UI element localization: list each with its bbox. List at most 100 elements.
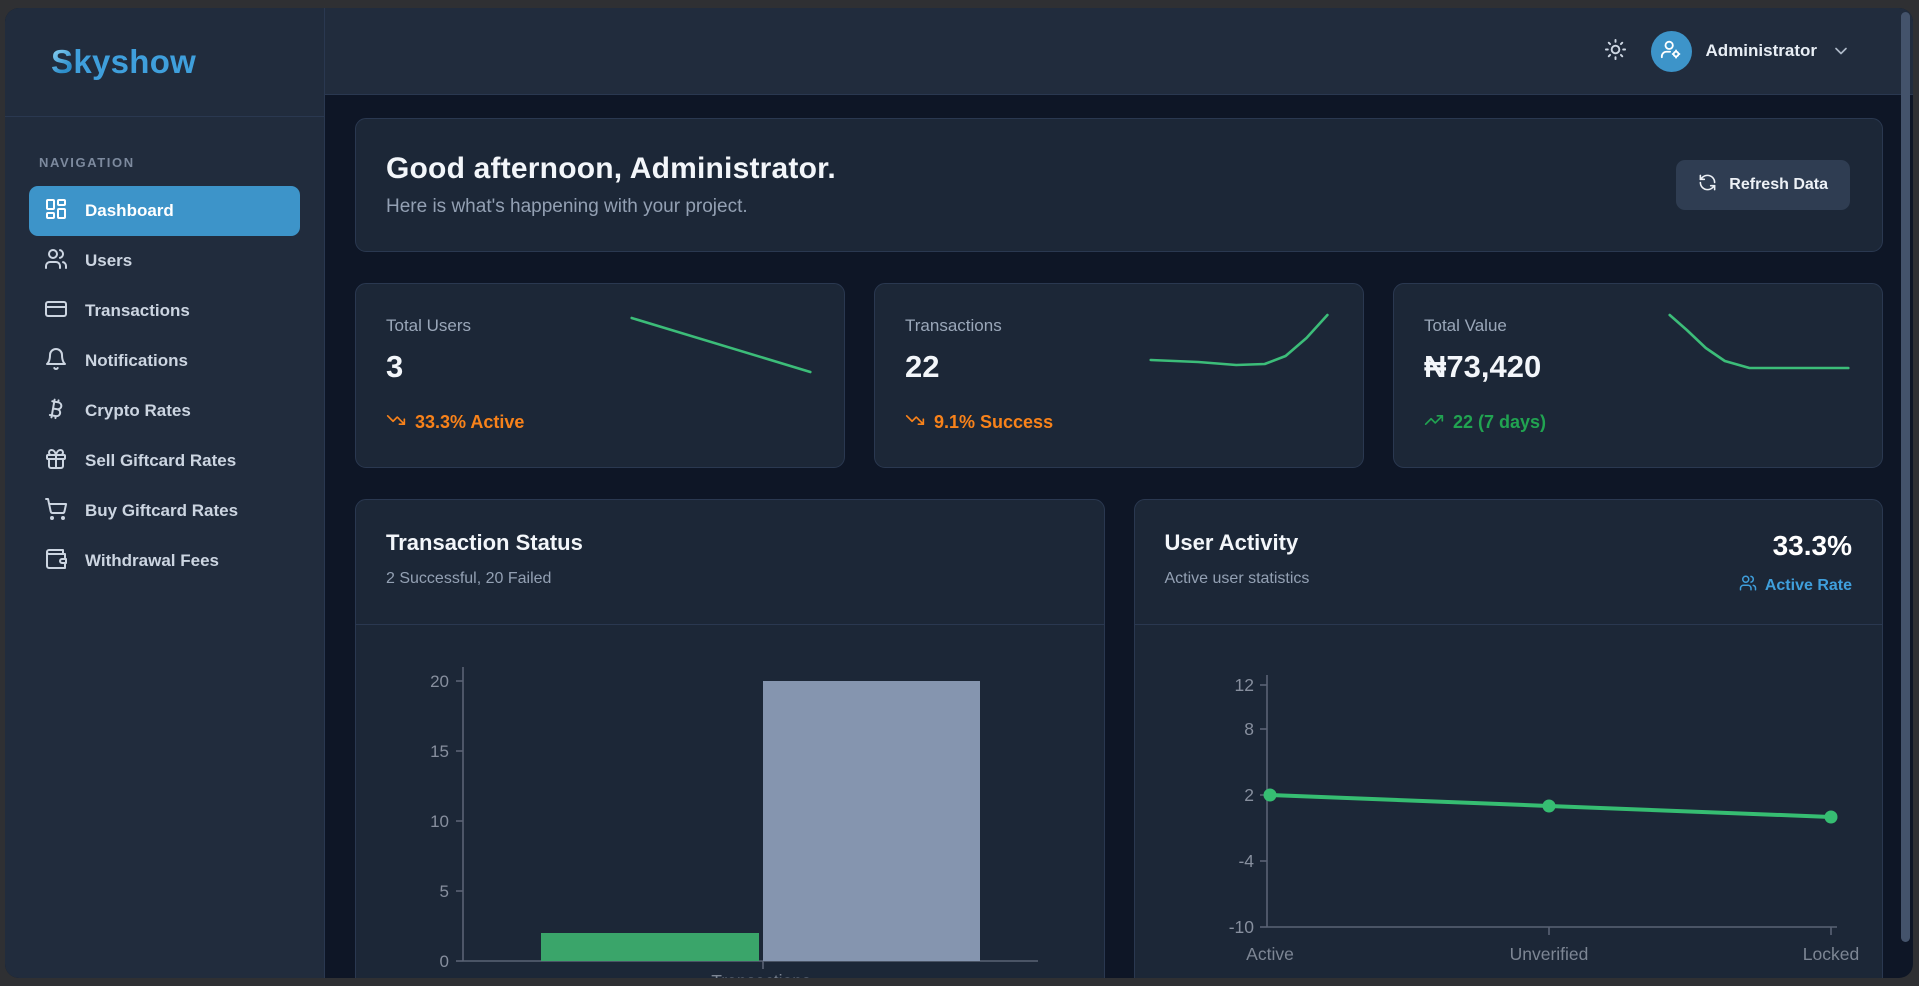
svg-text:Transactions: Transactions <box>711 971 811 978</box>
bar-chart: 0 5 10 15 20 Transactions <box>430 667 1038 978</box>
sidebar-nav: NAVIGATION Dashboard Users Transactions … <box>5 117 324 612</box>
stat-value: 3 <box>386 349 404 384</box>
line-chart-area: 12 8 2 -4 -10 Active Unverified Locked <box>1135 625 1883 978</box>
line-chart: 12 8 2 -4 -10 Active Unverified Locked <box>1228 675 1859 964</box>
sparkline-chart <box>1668 313 1850 370</box>
svg-text:Active: Active <box>1246 944 1294 964</box>
sidebar-item-withdrawal-fees[interactable]: Withdrawal Fees <box>29 536 300 586</box>
chart-header: User Activity Active user statistics 33.… <box>1134 500 1882 625</box>
chart-header-text: User Activity Active user statistics <box>1165 530 1310 624</box>
trending-up-icon <box>1424 410 1444 435</box>
sidebar-item-crypto-rates[interactable]: Crypto Rates <box>29 386 300 436</box>
vertical-scrollbar[interactable] <box>1901 12 1910 942</box>
stat-delta-label: 33.3% Active <box>415 412 525 432</box>
bitcoin-icon <box>44 397 68 426</box>
stat-card-total-value: Total Value ₦73,420 22 (7 days) <box>1393 283 1883 468</box>
chart-subtitle: 2 Successful, 20 Failed <box>386 570 552 587</box>
sidebar-item-buy-giftcard-rates[interactable]: Buy Giftcard Rates <box>29 486 300 536</box>
greeting-text: Good afternoon, Administrator. Here is w… <box>386 152 836 218</box>
svg-text:-4: -4 <box>1238 851 1254 871</box>
chart-headline-block: 33.3% Active Rate <box>1739 530 1852 624</box>
main-column: Administrator Good afternoon, Administra… <box>325 8 1913 978</box>
refresh-icon <box>1698 173 1717 197</box>
svg-text:15: 15 <box>430 742 449 761</box>
credit-card-icon <box>44 297 68 326</box>
transaction-status-card: Transaction Status 2 Successful, 20 Fail… <box>355 499 1105 978</box>
brand-logo[interactable]: Skyshow <box>51 43 196 81</box>
sidebar-item-dashboard[interactable]: Dashboard <box>29 186 300 236</box>
user-cog-icon <box>1660 38 1682 65</box>
svg-text:5: 5 <box>440 882 449 901</box>
stat-delta: 22 (7 days) <box>1424 410 1852 435</box>
nav-section-label: NAVIGATION <box>39 155 135 170</box>
refresh-data-button[interactable]: Refresh Data <box>1676 160 1850 210</box>
bell-icon <box>44 347 68 376</box>
trending-down-icon <box>386 410 406 435</box>
trending-down-icon <box>905 410 925 435</box>
stat-value: ₦73,420 <box>1424 349 1542 384</box>
stat-label: Total Value <box>1424 316 1507 335</box>
sparkline-chart <box>1149 313 1329 367</box>
greeting-title: Good afternoon, Administrator. <box>386 152 836 185</box>
user-activity-card: User Activity Active user statistics 33.… <box>1133 499 1883 978</box>
layout-dashboard-icon <box>44 197 68 226</box>
refresh-button-label: Refresh Data <box>1729 176 1828 193</box>
chevron-down-icon <box>1831 41 1851 61</box>
stat-card-total-users: Total Users 3 33.3% Active <box>355 283 845 468</box>
svg-text:0: 0 <box>440 952 449 971</box>
sidebar-item-label: Transactions <box>85 301 190 320</box>
stat-value: 22 <box>905 349 940 384</box>
greeting-card: Good afternoon, Administrator. Here is w… <box>355 118 1883 252</box>
stat-card-transactions: Transactions 22 9.1% Success <box>874 283 1364 468</box>
sidebar-item-label: Users <box>85 251 133 270</box>
svg-text:-10: -10 <box>1228 917 1254 937</box>
active-rate-value: 33.3% <box>1772 530 1852 561</box>
theme-toggle-button[interactable] <box>1604 38 1627 64</box>
avatar <box>1650 30 1692 72</box>
dashboard-content: Good afternoon, Administrator. Here is w… <box>325 95 1913 978</box>
gift-icon <box>44 447 68 476</box>
user-name: Administrator <box>1705 41 1817 60</box>
stat-delta-label: 22 (7 days) <box>1453 412 1547 432</box>
sidebar-item-label: Dashboard <box>85 201 174 220</box>
sidebar-item-transactions[interactable]: Transactions <box>29 286 300 336</box>
sidebar-item-notifications[interactable]: Notifications <box>29 336 300 386</box>
sidebar: Skyshow NAVIGATION Dashboard Users Trans… <box>5 8 325 978</box>
chart-subtitle: Active user statistics <box>1164 570 1310 587</box>
sun-icon <box>1604 38 1627 64</box>
svg-text:10: 10 <box>430 812 449 831</box>
svg-text:Locked: Locked <box>1802 944 1858 964</box>
wallet-icon <box>44 547 68 576</box>
bar-chart-area: 0 5 10 15 20 Transactions <box>356 625 1104 978</box>
stat-delta: 33.3% Active <box>386 410 814 435</box>
sidebar-item-label: Withdrawal Fees <box>85 551 219 570</box>
sidebar-item-sell-giftcard-rates[interactable]: Sell Giftcard Rates <box>29 436 300 486</box>
logo-area: Skyshow <box>5 8 324 117</box>
svg-text:2: 2 <box>1244 785 1254 805</box>
chart-title: User Activity <box>1164 530 1299 555</box>
users-icon <box>1739 574 1757 597</box>
sidebar-item-users[interactable]: Users <box>29 236 300 286</box>
brand-logo-first-letter: S <box>51 43 74 80</box>
svg-text:12: 12 <box>1234 675 1253 695</box>
greeting-subtitle: Here is what's happening with your proje… <box>386 196 748 217</box>
sparkline-chart <box>630 316 812 374</box>
stats-row: Total Users 3 33.3% Active Transactions … <box>355 283 1883 468</box>
chart-title: Transaction Status <box>386 530 583 555</box>
user-menu[interactable]: Administrator <box>1650 30 1851 72</box>
brand-logo-rest: kyshow <box>73 43 197 80</box>
chart-header-text: Transaction Status 2 Successful, 20 Fail… <box>386 530 583 624</box>
topbar: Administrator <box>325 8 1913 95</box>
svg-text:20: 20 <box>430 672 449 691</box>
svg-text:8: 8 <box>1244 719 1254 739</box>
stat-delta-label: 9.1% Success <box>934 412 1054 432</box>
stat-label: Total Users <box>386 316 472 335</box>
charts-row: Transaction Status 2 Successful, 20 Fail… <box>355 499 1883 978</box>
stat-label: Transactions <box>905 316 1002 335</box>
sidebar-item-label: Notifications <box>85 351 188 370</box>
shopping-cart-icon <box>44 497 68 526</box>
app-window: Skyshow NAVIGATION Dashboard Users Trans… <box>5 8 1913 978</box>
chart-header: Transaction Status 2 Successful, 20 Fail… <box>356 500 1104 625</box>
active-rate-label-row: Active Rate <box>1739 574 1852 597</box>
sidebar-item-label: Buy Giftcard Rates <box>85 501 239 520</box>
